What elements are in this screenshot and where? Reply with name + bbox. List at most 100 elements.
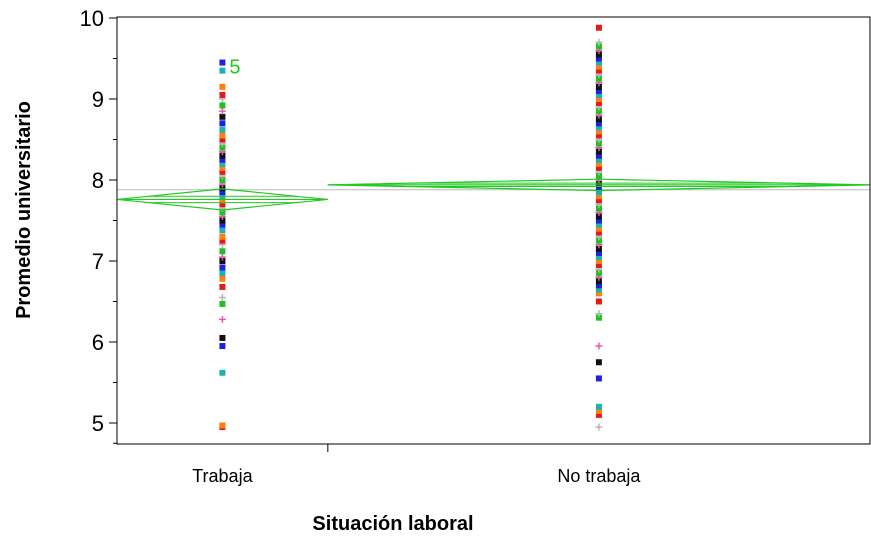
data-point — [218, 107, 226, 115]
data-point — [219, 237, 226, 244]
data-point — [595, 172, 602, 179]
y-tick-label: 10 — [80, 6, 104, 31]
data-point — [595, 116, 602, 123]
points-layer: 5 — [218, 24, 603, 431]
data-point — [219, 189, 226, 196]
data-point — [595, 140, 602, 147]
data-point — [595, 55, 602, 62]
means-diamonds-layer — [116, 178, 871, 211]
data-point — [595, 253, 602, 260]
data-point — [219, 217, 226, 224]
data-point — [219, 233, 226, 240]
data-point — [595, 67, 602, 74]
data-point — [595, 43, 602, 50]
data-point — [595, 108, 602, 115]
data-point — [595, 96, 602, 102]
data-point — [219, 177, 226, 183]
data-point — [595, 164, 602, 171]
data-point — [595, 342, 603, 350]
data-point — [219, 300, 226, 307]
data-point — [595, 124, 602, 131]
data-point — [219, 113, 226, 120]
data-point — [595, 229, 602, 236]
data-point — [219, 164, 226, 171]
data-point — [595, 189, 602, 196]
data-point — [595, 24, 602, 31]
data-point — [595, 314, 602, 321]
data-point — [595, 91, 602, 98]
data-point — [595, 282, 602, 289]
data-point — [219, 343, 226, 350]
data-point — [218, 315, 226, 323]
data-point — [595, 217, 602, 224]
point-label: 5 — [229, 57, 240, 79]
y-axis-title: Promedio universitario — [13, 101, 35, 319]
x-axis: Trabaja No trabaja — [192, 444, 641, 486]
data-point — [219, 120, 226, 127]
data-point — [219, 144, 226, 151]
data-point — [219, 126, 226, 133]
data-point — [219, 136, 226, 143]
data-point — [595, 262, 602, 269]
data-point — [595, 407, 602, 414]
data-point — [595, 83, 602, 90]
data-point — [595, 63, 602, 70]
data-point — [219, 156, 226, 163]
y-axis: 5 6 7 8 9 10 — [80, 6, 117, 444]
data-point — [219, 258, 226, 264]
data-point — [219, 283, 226, 290]
data-point — [595, 38, 603, 46]
y-tick-label: 6 — [92, 330, 104, 355]
data-point — [595, 51, 602, 58]
data-point — [219, 185, 226, 192]
data-point — [595, 181, 602, 188]
data-point — [595, 205, 602, 212]
data-point — [595, 245, 602, 252]
data-point — [595, 290, 602, 297]
x-tick-label: Trabaja — [192, 466, 253, 486]
data-point — [218, 293, 226, 301]
data-point — [595, 160, 602, 167]
data-point — [595, 185, 602, 192]
data-point — [595, 225, 602, 232]
data-point — [595, 87, 602, 94]
data-point — [595, 59, 602, 66]
data-point — [595, 237, 602, 244]
data-point — [595, 152, 602, 159]
data-point — [595, 132, 602, 139]
data-point — [219, 201, 226, 208]
data-point — [595, 156, 602, 163]
data-point — [219, 152, 226, 159]
data-point — [219, 160, 226, 167]
data-point — [595, 75, 602, 82]
data-point — [219, 83, 226, 90]
data-point — [219, 422, 226, 429]
data-point — [595, 278, 602, 285]
data-point — [595, 286, 602, 293]
data-point — [219, 59, 226, 66]
data-point — [219, 334, 226, 341]
data-point — [595, 270, 602, 277]
data-point — [595, 310, 603, 318]
data-point — [595, 375, 602, 382]
data-point — [595, 258, 602, 264]
data-point — [595, 213, 602, 220]
data-point — [219, 264, 226, 271]
data-point — [219, 102, 226, 109]
data-point — [218, 253, 226, 261]
data-point — [595, 193, 602, 200]
data-point — [595, 148, 602, 155]
data-point — [595, 221, 602, 228]
data-point — [219, 132, 226, 139]
data-point — [595, 197, 602, 204]
data-point — [219, 168, 226, 175]
x-axis-title: Situación laboral — [312, 513, 473, 535]
data-point — [219, 67, 226, 74]
y-tick-label: 5 — [92, 411, 104, 436]
data-point — [595, 411, 602, 418]
plot-frame — [116, 16, 871, 445]
data-point — [595, 359, 602, 366]
data-point — [219, 91, 226, 98]
